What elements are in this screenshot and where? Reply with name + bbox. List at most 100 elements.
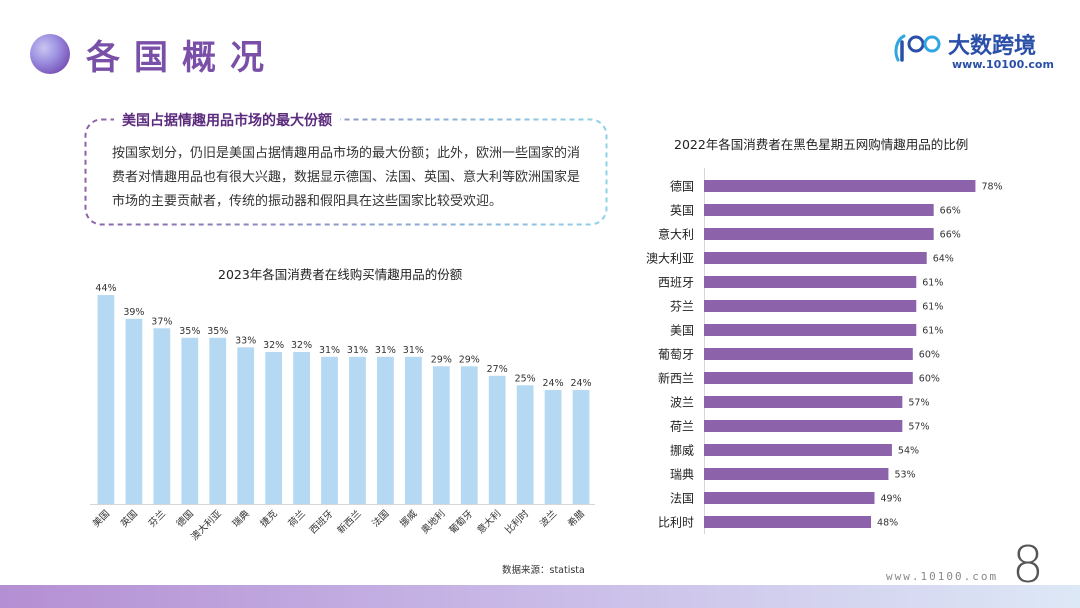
category-tick-label: 荷兰 <box>286 508 308 530</box>
bar-value-label: 31% <box>403 345 424 356</box>
bar-value-label: 31% <box>347 345 368 356</box>
bar <box>704 348 913 360</box>
bar <box>181 337 199 504</box>
category-tick-label: 新西兰 <box>658 371 694 386</box>
category-tick-label: 新西兰 <box>335 508 364 537</box>
bar-value-label: 24% <box>543 378 564 389</box>
bar-value-label: 53% <box>894 470 915 481</box>
bar-value-label: 25% <box>515 373 536 384</box>
page-title: 各国概况 <box>86 38 278 78</box>
bar-value-label: 35% <box>207 326 228 337</box>
footer-band <box>0 585 1080 608</box>
bar <box>321 356 338 504</box>
bar-value-label: 60% <box>919 374 940 385</box>
bar <box>704 372 913 384</box>
category-tick-label: 芬兰 <box>146 508 168 530</box>
bar-value-label: 64% <box>933 254 954 265</box>
category-tick-label: 澳大利亚 <box>189 507 225 543</box>
category-tick-label: 波兰 <box>670 396 694 410</box>
bar-value-label: 66% <box>940 206 961 217</box>
bar-value-label: 24% <box>570 378 591 389</box>
bar-value-label: 49% <box>881 494 902 505</box>
category-tick-label: 芬兰 <box>670 300 694 314</box>
bar-value-label: 31% <box>375 345 396 356</box>
bar <box>349 356 366 504</box>
category-tick-label: 挪威 <box>670 444 694 458</box>
bar-value-label: 48% <box>877 518 898 529</box>
source-note: 数据来源：statista <box>502 565 585 576</box>
bar-value-label: 27% <box>487 364 508 375</box>
category-tick-label: 瑞典 <box>230 507 252 529</box>
bar <box>704 180 976 192</box>
bar <box>704 252 927 264</box>
callout-border <box>84 118 608 226</box>
category-tick-label: 比利时 <box>503 507 532 536</box>
category-tick-label: 希腊 <box>565 507 587 529</box>
logo-name: 大数跨境 <box>948 34 1037 59</box>
category-tick-label: 美国 <box>90 508 112 530</box>
category-tick-label: 捷克 <box>258 507 280 529</box>
bar-value-label: 61% <box>922 326 943 337</box>
bar-value-label: 57% <box>908 398 929 409</box>
chart-2023-title: 2023年各国消费者在线购买情趣用品的份额 <box>218 267 463 282</box>
bar <box>704 324 917 336</box>
category-tick-label: 西班牙 <box>307 508 336 537</box>
category-tick-label: 意大利 <box>475 508 504 537</box>
category-tick-label: 荷兰 <box>670 420 694 434</box>
bar-value-label: 32% <box>263 340 284 351</box>
bar <box>704 300 917 312</box>
bar <box>704 276 917 288</box>
chart-2022: 78% 德国 66% 英国 66% 意大利 64% 澳大利亚 61% 西班牙 61% 芬兰 61% 美国 6… <box>646 168 1003 534</box>
logo-url: www.10100.com <box>952 58 1054 71</box>
bar <box>704 468 889 480</box>
category-tick-label: 意大利 <box>658 227 694 242</box>
bar-value-label: 35% <box>179 326 200 337</box>
bar-value-label: 39% <box>123 307 144 318</box>
bar <box>488 375 506 504</box>
category-tick-label: 澳大利亚 <box>646 252 694 266</box>
bar-value-label: 54% <box>898 446 919 457</box>
category-tick-label: 德国 <box>670 179 694 194</box>
bar <box>97 295 115 504</box>
bar-value-label: 57% <box>908 422 929 433</box>
bar <box>704 396 903 408</box>
callout-body: 按国家划分，仍旧是美国占据情趣用品市场的最大份额；此外，欧洲一些国家的消费者对情… <box>112 146 581 209</box>
bar <box>293 352 310 504</box>
bar-value-label: 31% <box>319 345 340 356</box>
category-tick-label: 德国 <box>174 508 196 530</box>
bar <box>237 347 255 504</box>
bar <box>153 328 171 504</box>
bar <box>704 204 934 216</box>
category-tick-label: 葡萄牙 <box>447 508 476 537</box>
title-bullet-icon <box>30 34 70 74</box>
bar <box>572 390 590 504</box>
bar <box>704 444 892 456</box>
page-number: 8 <box>1012 536 1044 594</box>
category-tick-label: 比利时 <box>658 516 694 530</box>
category-tick-label: 瑞典 <box>670 468 694 482</box>
bar <box>265 352 283 504</box>
bar-value-label: 61% <box>922 302 943 313</box>
bar-value-label: 29% <box>459 354 480 365</box>
category-tick-label: 波兰 <box>537 508 559 530</box>
bar <box>404 356 422 504</box>
bar <box>704 492 875 504</box>
bar <box>704 228 934 240</box>
chart-2023: 44% 美国 39% 英国 37% 芬兰 35% 德国 35% 澳大利亚 33% 瑞典 32% 捷克 32%… <box>90 283 595 543</box>
bar <box>460 366 478 504</box>
bar-value-label: 32% <box>291 340 312 351</box>
category-tick-label: 奥地利 <box>419 508 448 537</box>
category-tick-label: 美国 <box>670 324 694 338</box>
bar <box>125 318 143 504</box>
category-tick-label: 英国 <box>670 204 694 218</box>
callout-box: 美国占据情趣用品市场的最大份额 按国家划分，仍旧是美国占据情趣用品市场的最大份额… <box>84 110 608 226</box>
callout-title: 美国占据情趣用品市场的最大份额 <box>114 110 340 130</box>
bar <box>704 420 903 432</box>
bar <box>704 516 872 528</box>
category-tick-label: 英国 <box>118 508 140 530</box>
category-tick-label: 西班牙 <box>658 276 694 290</box>
bar <box>432 366 450 504</box>
chart-2022-title: 2022年各国消费者在黑色星期五网购情趣用品的比例 <box>674 137 969 152</box>
bar <box>377 356 394 504</box>
category-tick-label: 挪威 <box>398 507 420 529</box>
